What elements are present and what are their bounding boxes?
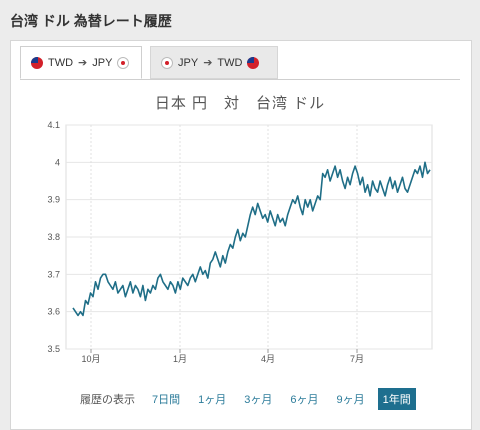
- range-3-months[interactable]: 3ヶ月: [244, 394, 273, 406]
- rate-series-line: [72, 161, 431, 317]
- y-tick-label: 4.1: [47, 120, 60, 130]
- range-1-month[interactable]: 1ヶ月: [198, 394, 227, 406]
- y-tick-label: 4: [55, 157, 60, 167]
- history-range-selector: 履歴の表示 7日間 1ヶ月 3ヶ月 6ヶ月 9ヶ月 1年間: [80, 388, 416, 410]
- taiwan-flag-icon: [31, 56, 43, 69]
- tab-to-label: JPY: [92, 56, 113, 69]
- chart-title: 日本 円 対 台湾 ドル: [154, 95, 326, 112]
- range-7-days[interactable]: 7日間: [152, 394, 181, 406]
- tab-to-label: TWD: [217, 56, 243, 69]
- japan-flag-icon: [161, 56, 173, 69]
- japan-flag-icon: [117, 56, 130, 69]
- tab-from-label: JPY: [178, 56, 199, 69]
- page-title: 台湾 ドル 為替レート履歴: [10, 13, 172, 29]
- range-label: 履歴の表示: [80, 394, 135, 406]
- x-tick-label: 4月: [261, 354, 275, 364]
- range-6-months[interactable]: 6ヶ月: [290, 394, 319, 406]
- y-tick-label: 3.5: [47, 344, 60, 354]
- arrow-right-icon: ➔: [203, 57, 213, 69]
- currency-tabs: TWD ➔ JPY JPY ➔ TWD: [20, 46, 460, 80]
- tab-divider: [20, 79, 460, 80]
- x-tick-label: 10月: [81, 354, 100, 364]
- tab-twd-jpy[interactable]: TWD ➔ JPY: [20, 46, 142, 79]
- range-1-year[interactable]: 1年間: [377, 388, 416, 410]
- taiwan-flag-icon: [247, 56, 260, 69]
- y-tick-label: 3.6: [47, 307, 60, 317]
- y-tick-label: 3.8: [47, 232, 60, 242]
- y-tick-label: 3.7: [47, 269, 60, 279]
- x-tick-label: 1月: [173, 354, 187, 364]
- range-9-months[interactable]: 9ヶ月: [336, 394, 365, 406]
- tab-from-label: TWD: [48, 56, 74, 69]
- x-tick-label: 7月: [350, 354, 364, 364]
- tab-jpy-twd[interactable]: JPY ➔ TWD: [150, 46, 278, 79]
- arrow-right-icon: ➔: [78, 57, 88, 69]
- chart-card: [10, 40, 472, 430]
- y-tick-label: 3.9: [47, 195, 60, 205]
